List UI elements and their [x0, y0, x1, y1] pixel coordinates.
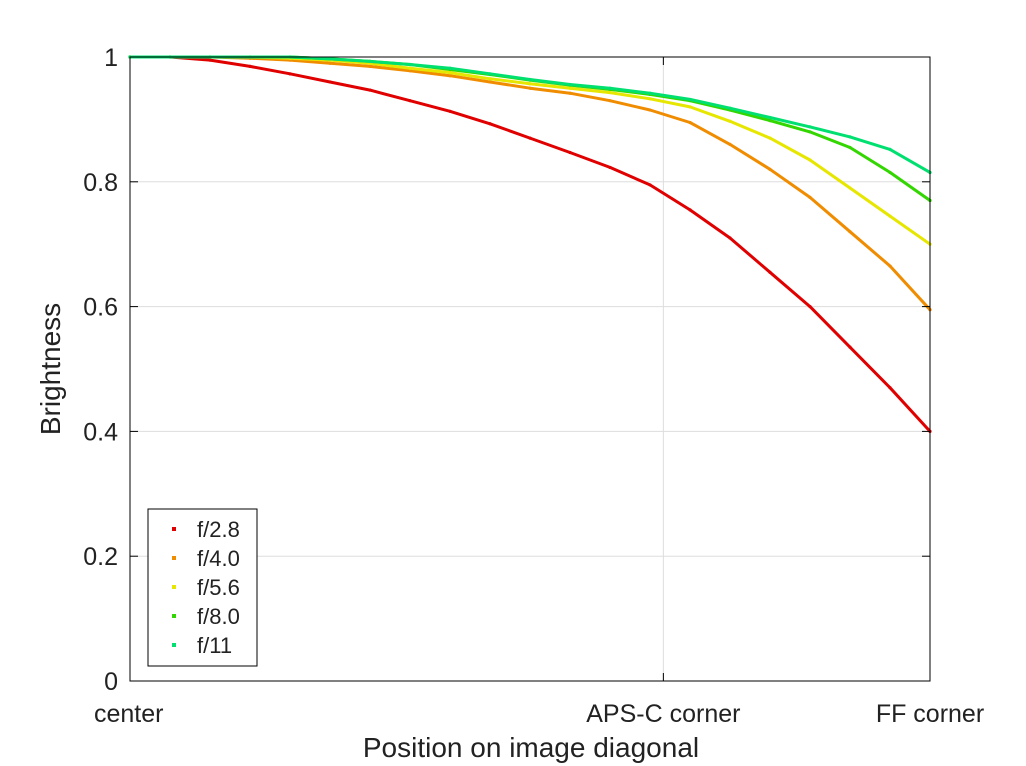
- legend-swatch: [172, 643, 176, 647]
- y-tick-label: 0: [104, 668, 118, 696]
- ticks: 0 0.2 0.4 0.6 0.8 1 center APS-C corner FF corne…: [83, 44, 984, 728]
- data-point: [888, 147, 892, 151]
- legend-swatch: [172, 556, 176, 560]
- data-point: [448, 74, 452, 78]
- data-point: [368, 64, 372, 68]
- data-point: [248, 64, 252, 68]
- legend: f/2.8 f/4.0 f/5.6 f/8.0 f/11: [147, 508, 258, 667]
- data-point: [488, 122, 492, 126]
- data-point: [888, 386, 892, 390]
- series-line-f28: [128, 55, 932, 433]
- legend-swatch: [172, 585, 176, 589]
- data-point: [568, 91, 572, 95]
- legend-box: [147, 508, 258, 667]
- data-point: [488, 80, 492, 84]
- data-point: [528, 77, 532, 82]
- data-point: [368, 88, 372, 92]
- data-point: [688, 105, 692, 109]
- data-point: [848, 135, 852, 139]
- series-line-f11: [128, 55, 932, 174]
- data-point: [568, 82, 572, 87]
- data-point: [328, 61, 332, 65]
- x-tick-label: center: [94, 700, 163, 728]
- x-tick-label: FF corner: [876, 700, 984, 728]
- x-tick-label: APS-C corner: [586, 700, 740, 728]
- series-line-f40: [128, 55, 932, 312]
- data-point: [848, 230, 852, 234]
- data-point: [768, 167, 772, 171]
- data-point: [408, 99, 412, 103]
- data-point: [648, 108, 652, 112]
- legend-swatch: [172, 614, 176, 618]
- data-point: [368, 59, 372, 63]
- y-tick-label: 1: [104, 44, 118, 72]
- data-point: [728, 142, 732, 146]
- y-tick-label: 0.2: [83, 543, 118, 571]
- data-point: [568, 150, 572, 155]
- legend-label: f/5.6: [197, 575, 240, 600]
- data-point: [608, 86, 612, 90]
- data-point: [328, 57, 332, 61]
- data-point: [448, 71, 452, 75]
- data-point: [768, 115, 772, 120]
- data-point: [648, 97, 652, 101]
- legend-label: f/11: [197, 633, 232, 658]
- data-point: [848, 145, 852, 150]
- data-point: [808, 125, 812, 129]
- data-point: [688, 97, 692, 102]
- data-point: [448, 109, 452, 113]
- data-point: [808, 158, 812, 162]
- data-point: [528, 86, 532, 90]
- data-point: [768, 270, 772, 274]
- data-point: [288, 72, 292, 76]
- data-point: [528, 136, 532, 140]
- x-axis-label: Position on image diagonal: [363, 732, 699, 763]
- data-point: [488, 77, 492, 81]
- data-point: [408, 66, 412, 70]
- plot-frame: [129, 56, 931, 682]
- data-point: [808, 195, 812, 199]
- data-point: [408, 69, 412, 73]
- data-point: [448, 66, 452, 70]
- data-point: [528, 82, 532, 86]
- data-point: [888, 170, 892, 175]
- data-point: [608, 90, 612, 95]
- series-layer: [128, 55, 932, 433]
- data-point: [648, 183, 652, 187]
- data-point: [208, 58, 212, 62]
- data-point: [808, 130, 812, 134]
- data-point: [848, 345, 852, 349]
- data-point: [408, 62, 412, 67]
- data-point: [888, 214, 892, 218]
- legend-label: f/4.0: [197, 546, 240, 571]
- y-tick-label: 0.8: [83, 169, 118, 197]
- y-tick-label: 0.4: [83, 418, 118, 446]
- data-point: [488, 72, 492, 76]
- data-point: [848, 186, 852, 190]
- data-point: [608, 99, 612, 103]
- data-point: [328, 80, 332, 84]
- y-tick-label: 0.6: [83, 294, 118, 322]
- data-point: [808, 305, 812, 309]
- data-point: [688, 208, 692, 212]
- data-point: [728, 119, 732, 123]
- data-point: [728, 236, 732, 240]
- data-point: [888, 264, 892, 268]
- data-point: [768, 119, 772, 123]
- data-point: [648, 91, 652, 95]
- legend-swatch: [172, 527, 176, 531]
- data-point: [728, 106, 732, 110]
- data-point: [608, 165, 612, 170]
- y-axis-label: Brightness: [35, 303, 66, 435]
- data-point: [768, 136, 772, 140]
- data-point: [688, 120, 692, 125]
- legend-label: f/2.8: [197, 517, 240, 542]
- legend-label: f/8.0: [197, 604, 240, 629]
- data-point: [568, 86, 572, 90]
